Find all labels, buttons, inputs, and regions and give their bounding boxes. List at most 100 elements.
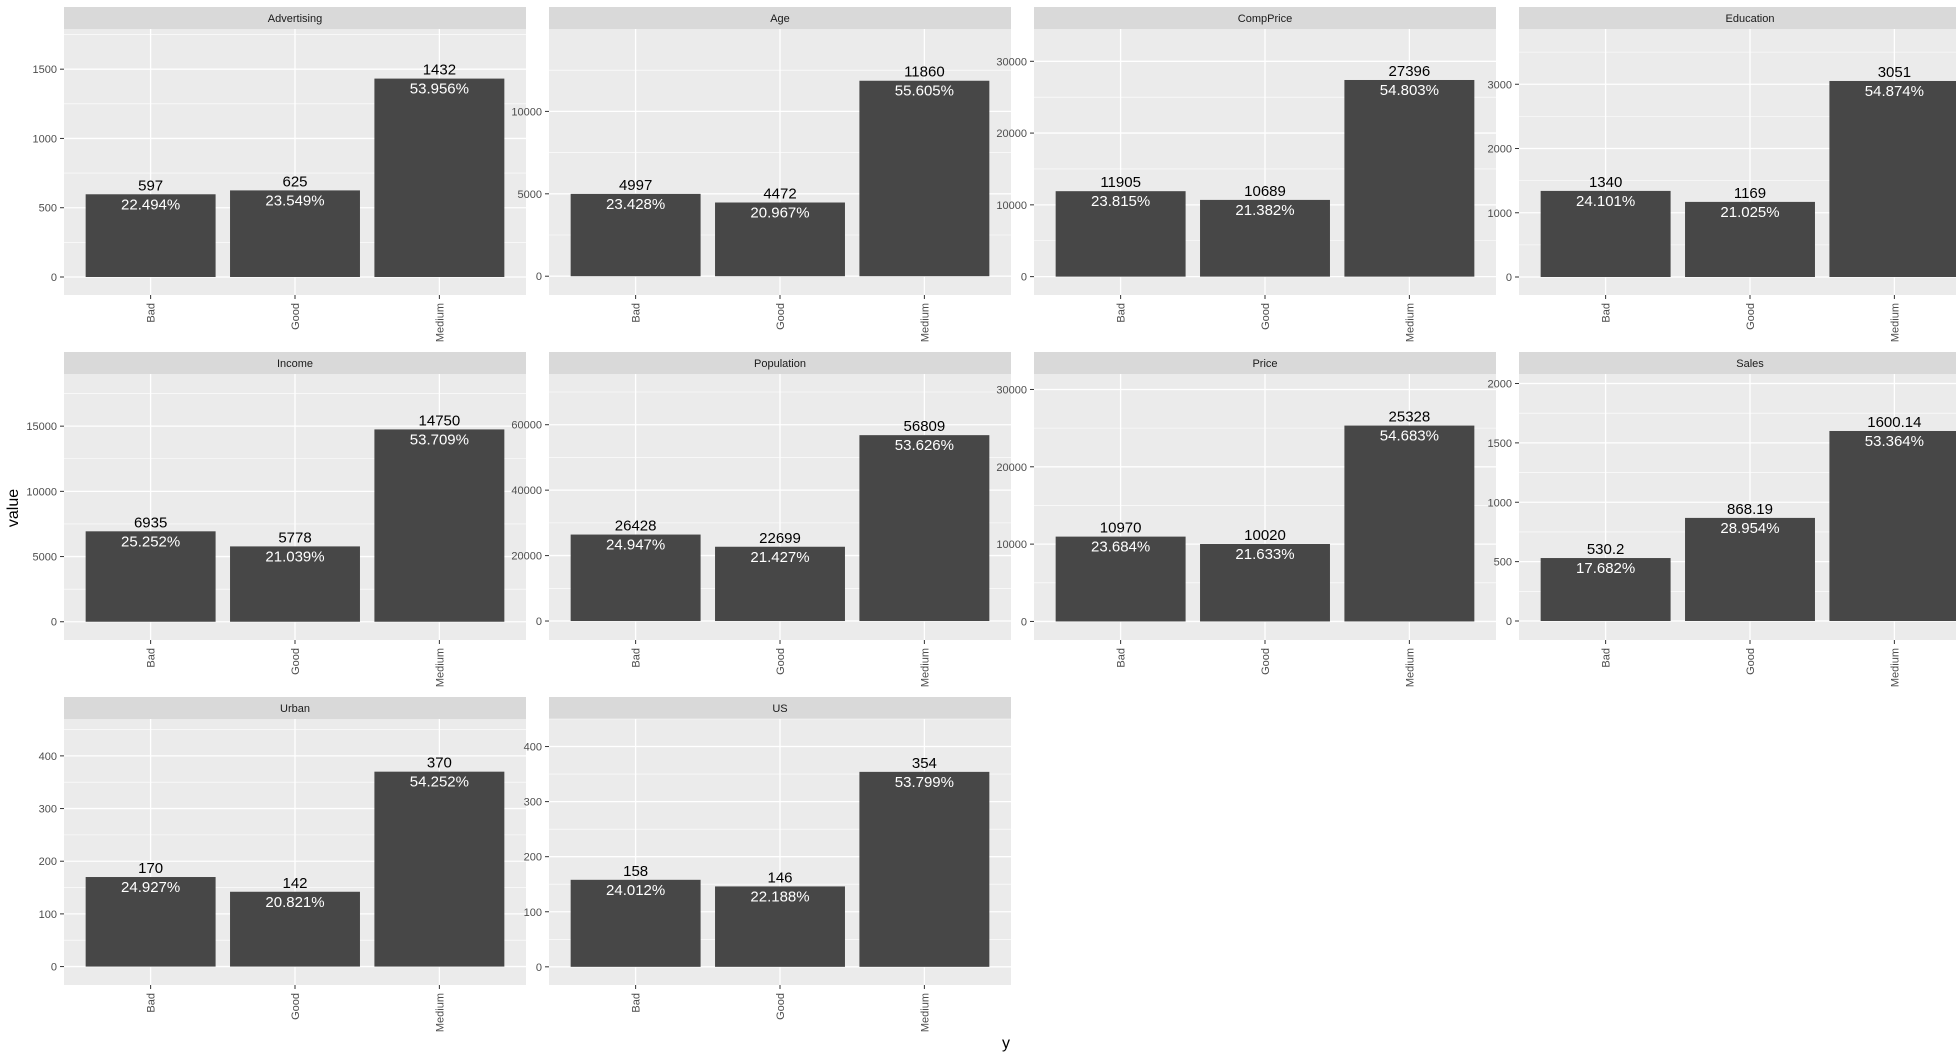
facet-price: Price 0 10000 20000 30000 10970 23.684% Bad 1002…	[996, 352, 1496, 687]
bar-value-label: 10970	[1100, 520, 1142, 537]
bar-bad	[1540, 558, 1671, 621]
facet-title: Sales	[1736, 358, 1764, 370]
bar-medium	[374, 429, 505, 622]
bar-percent-label: 53.956%	[410, 81, 469, 98]
bar-value-label: 1432	[423, 62, 456, 79]
bar-percent-label: 21.427%	[750, 549, 809, 566]
y-tick-label: 10000	[996, 200, 1027, 212]
bar-bad	[1055, 536, 1186, 622]
bar-value-label: 5778	[278, 529, 311, 546]
x-tick-label: Medium	[1404, 648, 1416, 687]
bar-good	[715, 546, 845, 622]
bar-value-label: 27396	[1389, 63, 1431, 80]
bar-percent-label: 23.684%	[1091, 539, 1150, 556]
bar-percent-label: 54.803%	[1380, 82, 1439, 99]
bar-value-label: 25328	[1389, 409, 1431, 426]
bar-good	[1200, 543, 1330, 622]
bar-value-label: 170	[138, 860, 163, 877]
y-tick-label: 100	[524, 907, 542, 919]
y-tick-label: 1000	[33, 133, 57, 145]
facet-title: Urban	[280, 703, 310, 715]
bar-value-label: 6935	[134, 514, 167, 531]
bar-percent-label: 23.815%	[1091, 193, 1150, 210]
y-tick-label: 200	[39, 856, 57, 868]
bar-percent-label: 53.709%	[410, 431, 469, 448]
facet-strip	[64, 697, 526, 719]
bar-value-label: 11860	[904, 64, 945, 81]
y-tick-label: 10000	[26, 486, 57, 498]
bar-percent-label: 23.549%	[265, 192, 324, 209]
bar-good	[230, 546, 360, 622]
bar-medium	[1829, 430, 1956, 621]
y-tick-label: 5000	[518, 189, 542, 201]
x-tick-label: Bad	[1601, 303, 1613, 323]
y-tick-label: 0	[1506, 272, 1512, 284]
bar-percent-label: 24.947%	[606, 537, 665, 554]
x-tick-label: Good	[775, 303, 787, 330]
bar-value-label: 158	[623, 863, 648, 880]
x-tick-label: Medium	[919, 648, 931, 687]
y-tick-label: 1500	[33, 64, 57, 76]
bar-medium	[1344, 79, 1475, 277]
y-tick-label: 0	[536, 271, 542, 283]
y-tick-label: 0	[51, 617, 57, 629]
facet-title: Population	[754, 358, 806, 370]
bar-percent-label: 21.039%	[265, 548, 324, 565]
x-tick-label: Bad	[1116, 648, 1128, 668]
bar-value-label: 142	[282, 875, 307, 892]
y-tick-label: 3000	[1488, 79, 1512, 91]
bar-percent-label: 53.364%	[1865, 433, 1924, 450]
x-tick-label: Medium	[1889, 303, 1901, 342]
x-tick-label: Medium	[1889, 648, 1901, 687]
bar-percent-label: 22.494%	[121, 196, 180, 213]
x-tick-label: Good	[1745, 303, 1757, 330]
facet-title: US	[772, 703, 787, 715]
bar-value-label: 625	[282, 173, 307, 190]
x-tick-label: Bad	[631, 303, 643, 323]
y-tick-label: 10000	[996, 539, 1027, 551]
y-tick-label: 20000	[511, 551, 542, 563]
facet-title: Advertising	[268, 13, 322, 25]
facet-age: Age 0 5000 10000 4997 23.428% Bad 4472 20.967% Go…	[511, 7, 1011, 342]
y-tick-label: 0	[1021, 272, 1027, 284]
bar-good	[715, 886, 845, 967]
bar-medium	[859, 80, 990, 277]
bar-value-label: 4997	[619, 177, 652, 194]
bar-bad	[85, 531, 216, 622]
bar-value-label: 56809	[904, 418, 946, 435]
x-tick-label: Bad	[631, 648, 643, 668]
bar-medium	[374, 78, 505, 277]
bar-bad	[1540, 190, 1671, 278]
bar-value-label: 11905	[1100, 174, 1141, 191]
bar-value-label: 22699	[759, 530, 801, 547]
facet-population: Population 0 20000 40000 60000 26428 24.947% Ba…	[511, 352, 1011, 687]
facet-strip	[1034, 7, 1496, 29]
y-tick-label: 30000	[996, 56, 1027, 68]
x-tick-label: Good	[290, 993, 302, 1020]
bar-value-label: 4472	[763, 186, 796, 203]
facet-strip	[1519, 352, 1956, 374]
bar-percent-label: 22.188%	[750, 888, 809, 905]
bar-percent-label: 54.683%	[1380, 428, 1439, 445]
y-tick-label: 0	[536, 962, 542, 974]
bar-value-label: 14750	[419, 412, 461, 429]
y-tick-label: 300	[524, 797, 542, 809]
bar-good	[230, 891, 360, 967]
facet-title: Price	[1252, 358, 1277, 370]
x-tick-label: Medium	[434, 648, 446, 687]
bar-percent-label: 53.799%	[895, 774, 954, 791]
facet-compprice: CompPrice 0 10000 20000 30000 11905 23.815% Bad…	[996, 7, 1496, 342]
x-tick-label: Bad	[146, 648, 158, 668]
x-tick-label: Good	[290, 303, 302, 330]
y-tick-label: 0	[51, 962, 57, 974]
bar-percent-label: 55.605%	[895, 83, 954, 100]
bar-good	[230, 190, 360, 277]
y-tick-label: 20000	[996, 462, 1027, 474]
y-tick-label: 200	[524, 852, 542, 864]
bar-value-label: 354	[912, 755, 937, 772]
y-tick-label: 2000	[1488, 144, 1512, 156]
bar-value-label: 10689	[1244, 183, 1286, 200]
x-tick-label: Medium	[434, 993, 446, 1032]
y-tick-label: 15000	[26, 421, 57, 433]
facet-strip	[64, 7, 526, 29]
